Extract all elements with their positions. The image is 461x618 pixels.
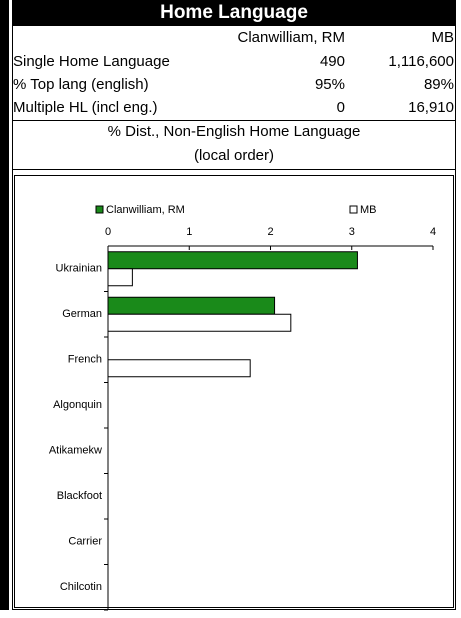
bar — [107, 359, 251, 378]
y-tick-label: Carrier — [68, 536, 102, 548]
y-tick-label: Atikamekw — [49, 445, 102, 457]
y-tick-label: Ukrainian — [56, 263, 102, 275]
cell: 0 — [337, 99, 345, 116]
cell: 1,116,600 — [388, 53, 454, 70]
section-subtitle: (local order) — [194, 147, 274, 164]
legend-label: MB — [360, 204, 377, 216]
cell: 16,910 — [408, 99, 454, 116]
y-tick-label: Algonquin — [53, 399, 102, 411]
header-bar — [12, 0, 456, 25]
bar — [107, 251, 358, 270]
y-tick-label: Blackfoot — [57, 490, 102, 502]
left-strip — [0, 0, 9, 610]
row-label: % Top lang (english) — [13, 76, 149, 93]
bar — [107, 313, 292, 332]
bar — [107, 296, 276, 315]
x-tick-label: 4 — [430, 226, 436, 238]
column-header: MB — [432, 29, 455, 46]
y-tick-label: French — [68, 354, 102, 366]
x-tick-label: 3 — [349, 226, 355, 238]
x-tick-label: 0 — [105, 226, 111, 238]
legend-swatch — [349, 205, 358, 214]
cell: 95% — [315, 76, 345, 93]
cell: 89% — [424, 76, 454, 93]
chart-frame — [14, 175, 454, 608]
legend-swatch — [95, 205, 104, 214]
x-tick-label: 1 — [186, 226, 192, 238]
legend-label: Clanwilliam, RM — [106, 204, 185, 216]
bar — [107, 268, 133, 287]
y-tick-label: German — [62, 308, 102, 320]
row-label: Single Home Language — [13, 53, 170, 70]
border — [12, 25, 456, 610]
y-tick-label: Chilcotin — [60, 581, 102, 593]
column-header: Clanwilliam, RM — [237, 29, 345, 46]
x-tick-label: 2 — [267, 226, 273, 238]
row-label: Multiple HL (incl eng.) — [13, 99, 158, 116]
header-title: Home Language — [160, 2, 308, 23]
section-title: % Dist., Non-English Home Language — [108, 123, 361, 140]
cell: 490 — [320, 53, 345, 70]
